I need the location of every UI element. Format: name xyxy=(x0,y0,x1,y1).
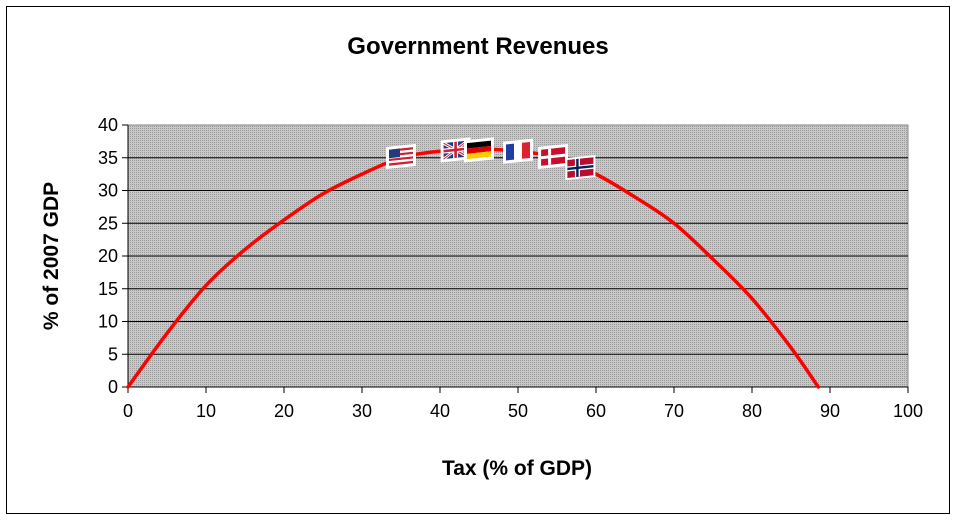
x-tick-label: 50 xyxy=(508,401,528,421)
x-tick-label: 30 xyxy=(352,401,372,421)
x-tick-label: 20 xyxy=(274,401,294,421)
y-tick-label: 0 xyxy=(108,377,118,397)
x-tick-label: 90 xyxy=(820,401,840,421)
x-tick-label: 10 xyxy=(196,401,216,421)
france-flag-icon xyxy=(503,138,533,164)
y-tick-label: 10 xyxy=(98,312,118,332)
x-tick-label: 80 xyxy=(742,401,762,421)
denmark-flag-icon xyxy=(538,143,569,170)
usa-flag-icon xyxy=(386,143,416,170)
chart-title: Government Revenues xyxy=(347,33,608,60)
y-tick-label: 20 xyxy=(98,246,118,266)
x-axis-label: Tax (% of GDP) xyxy=(442,457,592,480)
y-tick-label: 5 xyxy=(108,344,118,364)
norway-flag-icon xyxy=(565,154,596,181)
y-tick-label: 35 xyxy=(98,148,118,168)
y-tick-label: 25 xyxy=(98,213,118,233)
x-tick-label: 0 xyxy=(123,401,133,421)
germany-flag-icon xyxy=(464,137,494,163)
y-tick-label: 40 xyxy=(98,115,118,135)
x-tick-label: 40 xyxy=(430,401,450,421)
y-tick-label: 15 xyxy=(98,279,118,299)
x-tick-label: 60 xyxy=(586,401,606,421)
x-tick-label: 100 xyxy=(893,401,923,421)
y-tick-label: 30 xyxy=(98,181,118,201)
x-tick-label: 70 xyxy=(664,401,684,421)
y-axis-label: % of 2007 GDP xyxy=(40,182,63,330)
uk-flag-icon xyxy=(440,137,471,163)
